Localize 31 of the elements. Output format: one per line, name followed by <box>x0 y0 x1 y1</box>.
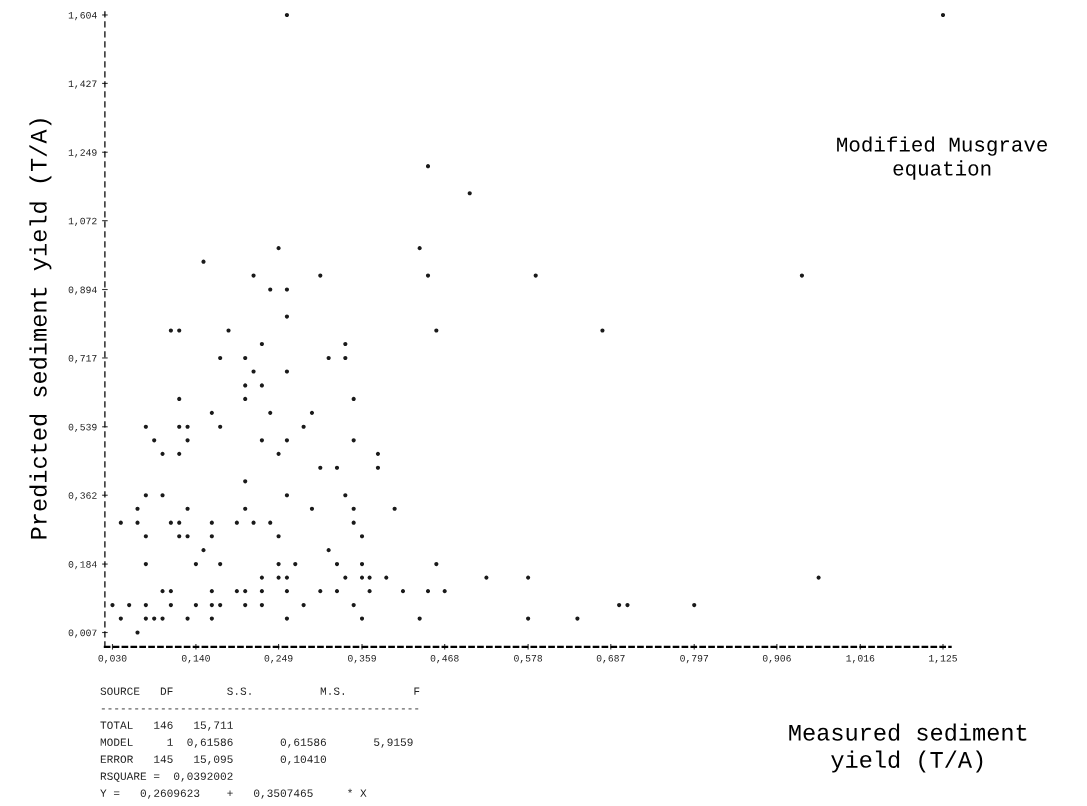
source-note: SOURCE DF S.S. M.S. F <box>100 687 420 695</box>
x-tick-label: 1,016 <box>846 655 875 664</box>
text: ERROR 145 15,095 0,10410 <box>100 755 327 765</box>
y-tick-label: 0,539 <box>68 423 97 433</box>
text: ------------------------------------------------ <box>101 708 419 710</box>
y-tick-label: 1,249 <box>68 149 97 158</box>
x-tick-label: 0,140 <box>181 655 210 664</box>
x-tick-label: 0,359 <box>348 655 376 664</box>
y-tick-label: 1,072 <box>68 217 97 226</box>
x-tick-label: 0,906 <box>762 655 791 664</box>
y-tick-label: 1,604 <box>68 11 97 21</box>
y-tick-label: 1,427 <box>68 80 97 89</box>
text: TOTAL 146 15,711 <box>100 721 233 731</box>
x-tick-label: 0,468 <box>430 655 459 664</box>
text: Y = 0,2609623 + 0,3507465 * X <box>100 788 367 799</box>
y-tick-label: 0,007 <box>68 629 97 638</box>
x-axis-title: Measured sediment yield (T/A) <box>789 723 1027 773</box>
text: RSQUARE = 0,0392002 <box>100 772 233 782</box>
y-tick-label: 0,894 <box>68 286 97 295</box>
text: Modified Musgrave equation <box>837 136 1048 180</box>
text: MODEL 1 0,61586 0,61586 5,9159 <box>100 738 413 748</box>
x-tick-label: 0,030 <box>98 655 127 664</box>
y-axis-title: Predicted sediment yield (T/A) <box>29 119 52 539</box>
x-tick-label: 0,687 <box>596 655 625 664</box>
x-tick-label: 0,578 <box>514 655 543 664</box>
y-tick-label: 0,717 <box>68 354 97 364</box>
y-tick-label: 0,362 <box>68 492 97 501</box>
x-tick-label: 0,249 <box>264 655 293 664</box>
y-tick-label: 0,184 <box>68 561 97 570</box>
x-tick-label: 1,125 <box>929 655 957 664</box>
x-tick-label: 0,797 <box>680 655 709 664</box>
